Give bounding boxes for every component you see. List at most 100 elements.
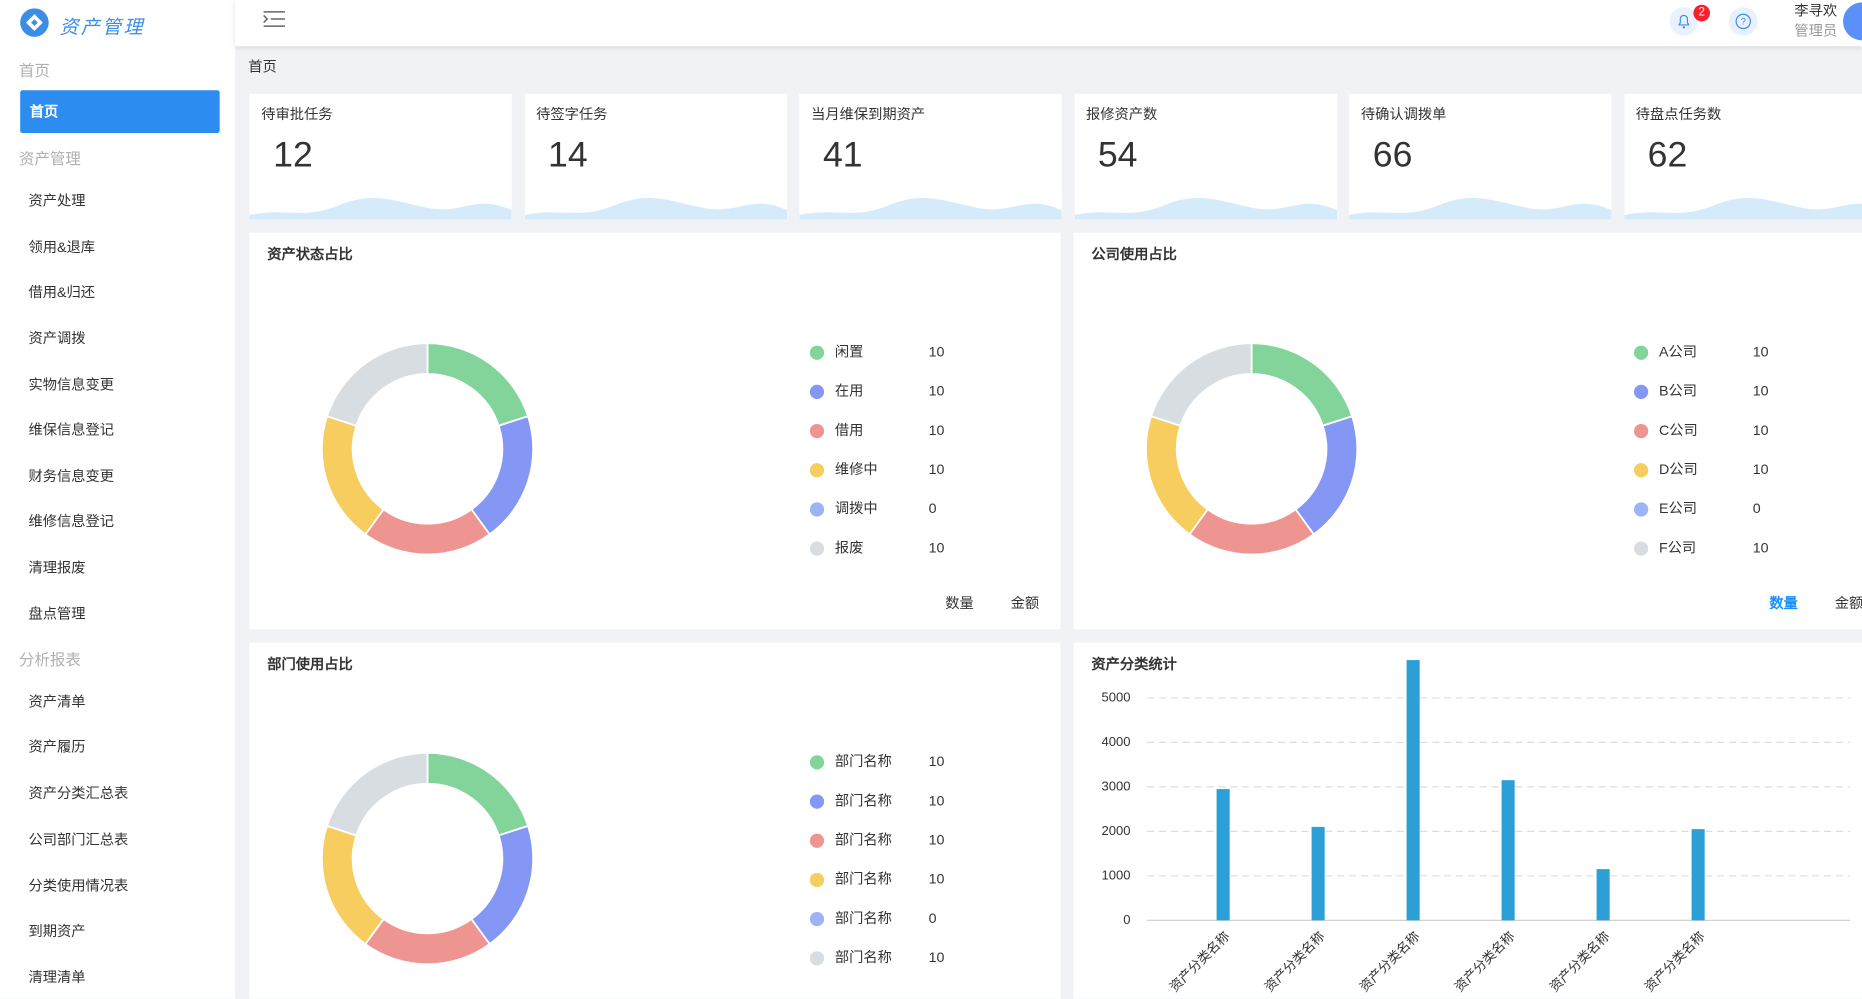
donut-slice [470,824,535,946]
logo [20,8,49,37]
chart-panel: 公司使用占比 A公司 10 B公司 10 C公司 10 D公司 10 E公司 0 F公司 10 数量 金额 [1073,232,1862,630]
stat-label: 报修资产数 [1085,105,1158,123]
bar [1311,826,1325,921]
toggle[interactable]: 金额 [1835,595,1862,612]
stat-label: 待确认调拨单 [1360,105,1447,123]
nav-item[interactable]: 领用&退库 [28,238,96,256]
chart-title: 公司使用占比 [1091,245,1177,263]
stat-card: 报修资产数 54 [1074,93,1337,220]
donut-slice [1294,415,1359,536]
bell-button[interactable] [1669,7,1699,36]
legend-value: 10 [929,793,945,809]
stat-card: 待签字任务 14 [524,93,787,220]
nav-item[interactable]: 公司部门汇总表 [28,831,129,848]
nav-item-active[interactable]: 首页 [20,90,220,133]
bar [1691,829,1705,921]
nav-item[interactable]: 到期资产 [28,922,86,940]
stat-label: 待审批任务 [261,105,333,123]
x-tick-label: 资产分类名称 [1546,929,1612,995]
wave-shape [1623,198,1862,220]
wave [1349,198,1612,220]
stat-value: 12 [273,135,313,175]
nav-item[interactable]: 分类使用情况表 [28,877,129,895]
menu-toggle[interactable] [261,10,287,31]
stat-value: 41 [822,135,863,175]
legend-dot [1634,423,1649,439]
help-button[interactable]: ? [1729,7,1758,36]
legend-value: 10 [1753,462,1769,478]
stat-value: 62 [1647,135,1688,175]
nav-item[interactable]: 资产分类汇总表 [28,784,129,802]
header: 2 ? 李寻欢 管理员 [235,0,1862,47]
legend-value: 0 [1753,501,1761,517]
stat-card: 当月维保到期资产 41 [799,93,1062,220]
legend-dot [809,384,825,399]
stat-card: 待盘点任务数 62 [1623,93,1862,220]
breadcrumb: 首页 [248,58,277,75]
nav-item[interactable]: 维修信息登记 [28,513,115,530]
legend-value: 10 [1753,540,1769,556]
brand: 资产管理 [59,17,145,38]
legend-dot [809,872,825,888]
nav-item[interactable]: 资产履历 [28,738,86,756]
chart-title: 资产状态占比 [267,245,353,263]
donut-slice [426,342,530,427]
y-tick-label: 4000 [1101,734,1130,749]
x-tick-label: 资产分类名称 [1641,929,1707,995]
legend-dot [809,345,825,360]
wave [799,198,1062,220]
legend-label: F公司 [1659,540,1696,556]
bar [1216,789,1230,921]
legend-label: B公司 [1659,384,1697,400]
donut-slice [426,751,530,837]
bar [1406,660,1420,921]
legend-dot [809,951,825,966]
stat-value: 66 [1372,135,1413,175]
legend-value: 10 [929,950,945,966]
nav-item[interactable]: 财务信息变更 [28,467,115,485]
legend-label: A公司 [1659,344,1697,360]
wave-shape [799,198,1062,220]
legend-value: 10 [929,540,945,556]
stat-label: 待盘点任务数 [1635,105,1722,123]
x-tick-label: 资产分类名称 [1261,929,1327,995]
nav-item[interactable]: 借用&归还 [28,283,96,301]
nav-item[interactable]: 实物信息变更 [28,376,115,394]
stat-value: 54 [1097,135,1138,175]
donut-slice [1250,342,1354,427]
nav-item[interactable]: 维保信息登记 [28,421,115,439]
legend-dot [809,423,825,439]
legend-value: 10 [929,754,945,770]
legend-label: 闲置 [835,343,864,360]
toggle[interactable]: 金额 [1011,595,1040,612]
legend-label: 调拨中 [835,500,878,517]
avatar[interactable] [1843,2,1862,41]
legend-dot [809,502,825,517]
nav-item[interactable]: 清理清单 [28,969,86,986]
nav-group-title: 分析报表 [19,650,81,669]
legend-dot [809,794,825,809]
donut-slice [364,917,491,966]
nav-item[interactable]: 盘点管理 [28,605,86,623]
donut-slice [470,415,535,536]
legend-label: 借用 [835,422,864,439]
toggle[interactable]: 数量 [1769,594,1798,612]
nav-item[interactable]: 资产调拨 [28,330,86,347]
legend-value: 10 [1753,384,1769,400]
legend-value: 10 [929,384,945,400]
legend-dot [1634,463,1649,478]
toggle[interactable]: 数量 [945,595,974,612]
nav-item[interactable]: 资产处理 [28,192,86,209]
nav-item[interactable]: 清理报废 [28,559,86,576]
stat-card: 待确认调拨单 66 [1349,93,1612,220]
legend-dot [1634,541,1649,556]
legend-dot [809,833,825,848]
legend-label: 维修中 [835,461,878,478]
legend-label: 部门名称 [835,792,892,809]
legend-label: 报废 [835,539,864,556]
legend-value: 10 [929,462,945,478]
stat-value: 14 [548,135,588,175]
nav-item[interactable]: 资产清单 [28,693,86,711]
legend-value: 0 [929,501,937,517]
